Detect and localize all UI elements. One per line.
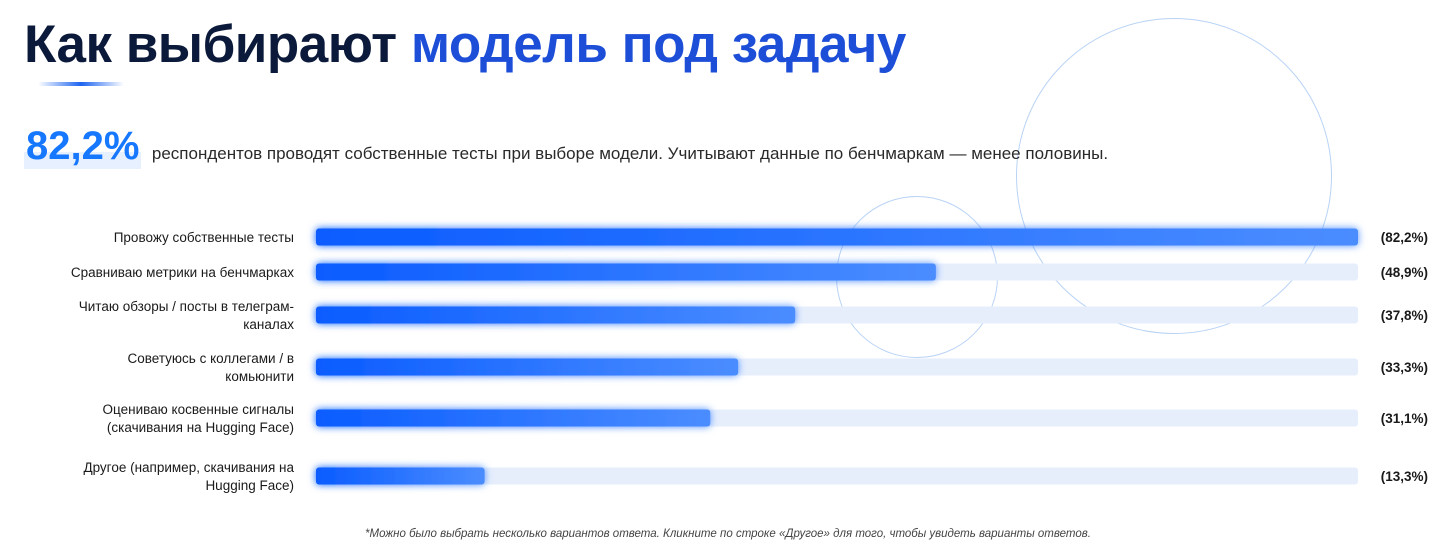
bar	[316, 467, 485, 485]
category-label-line: комьюнити	[225, 369, 294, 384]
footnote: *Можно было выбрать несколько вариантов …	[365, 528, 1091, 540]
bar	[316, 358, 739, 376]
category-label-line: Другое (например, скачивания на	[83, 460, 294, 475]
bar-row: Оцениваю косвенные сигналы (скачивания на…	[103, 402, 1428, 435]
category-label-line: Оцениваю косвенные сигналы	[103, 402, 294, 417]
title-underline	[38, 82, 124, 86]
category-label: Сравниваю метрики на бенчмарках	[71, 265, 294, 280]
category-label-line: каналах	[243, 317, 294, 332]
value-label: (48,9%)	[1381, 265, 1428, 280]
category-label-line: Провожу собственные тесты	[114, 230, 294, 245]
lead-text: респондентов проводят собственные тесты …	[151, 144, 1109, 163]
category-label-line: (скачивания на Hugging Face)	[107, 420, 294, 435]
category-label: Читаю обзоры / посты в телеграм-каналах	[79, 299, 294, 332]
title-part-dark: Как выбирают	[24, 15, 397, 74]
page-title: Как выбирают модель под задачу	[24, 14, 906, 75]
bar	[316, 306, 796, 324]
title-part-accent: модель под задачу	[410, 15, 907, 74]
category-label: Провожу собственные тесты	[114, 230, 294, 245]
category-label: Оцениваю косвенные сигналы (скачивания на…	[103, 402, 294, 435]
category-label-line: Советуюсь с коллегами / в	[128, 351, 295, 366]
bar-row[interactable]: Другое (например, скачивания на Hugging F…	[83, 460, 1428, 493]
value-label: (82,2%)	[1381, 230, 1428, 245]
value-label: (33,3%)	[1381, 360, 1428, 375]
value-label: (31,1%)	[1381, 411, 1428, 426]
bar-row: Читаю обзоры / посты в телеграм-каналах (…	[79, 299, 1428, 332]
bar	[316, 263, 936, 281]
bar	[316, 409, 711, 427]
bar-row: Сравниваю метрики на бенчмарках (48,9%)	[71, 263, 1428, 281]
category-label-line: Читаю обзоры / посты в телеграм-	[79, 299, 294, 314]
bar-track	[316, 467, 1358, 485]
category-label-line: Сравниваю метрики на бенчмарках	[71, 265, 294, 280]
value-label: (13,3%)	[1381, 469, 1428, 484]
bar-row: Советуюсь с коллегами / в комьюнити (33,3%…	[128, 351, 1429, 384]
bar	[316, 228, 1358, 246]
category-label: Другое (например, скачивания на Hugging F…	[83, 460, 294, 493]
lead-summary: 82,2% респондентов проводят собственные …	[24, 124, 1108, 169]
category-label-line: Hugging Face)	[205, 478, 294, 493]
bar-row: Провожу собственные тесты (82,2%)	[114, 228, 1428, 246]
value-label: (37,8%)	[1381, 308, 1428, 323]
category-label: Советуюсь с коллегами / в комьюнити	[128, 351, 295, 384]
lead-stat: 82,2%	[24, 124, 142, 169]
